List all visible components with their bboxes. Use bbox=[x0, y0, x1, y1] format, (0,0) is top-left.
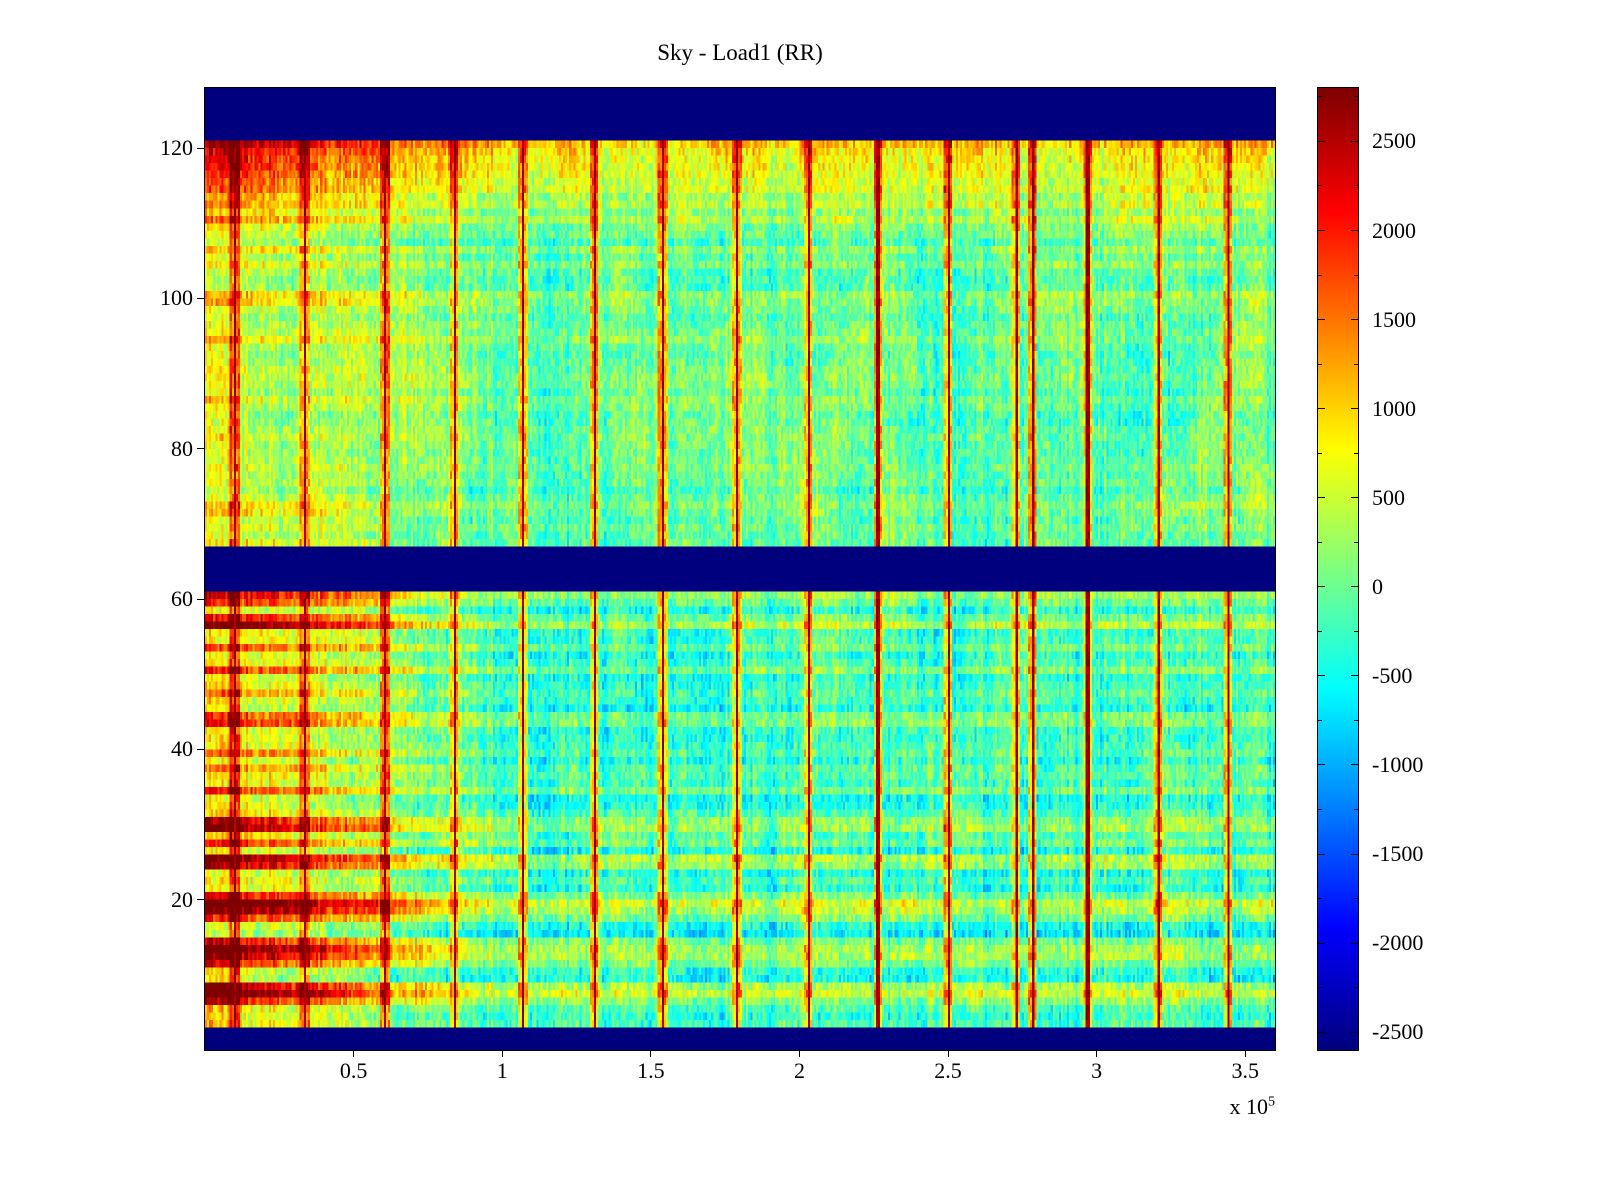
x-axis-exponent-value: 5 bbox=[1268, 1094, 1275, 1110]
colorbar-tick-label: -2500 bbox=[1372, 1019, 1424, 1045]
y-tick-mark bbox=[197, 748, 205, 750]
x-tick-label: 2.5 bbox=[934, 1058, 962, 1083]
plot-title: Sky - Load1 (RR) bbox=[657, 40, 823, 65]
x-tick-label: 3.5 bbox=[1231, 1058, 1260, 1083]
x-tick-label: 3 bbox=[1091, 1058, 1103, 1083]
y-tick-mark bbox=[197, 297, 205, 299]
y-tick-mark bbox=[197, 598, 205, 600]
x-tick-mark bbox=[650, 1050, 652, 1057]
colorbar-tick-label: -2000 bbox=[1372, 930, 1424, 956]
x-tick-label: 1 bbox=[496, 1058, 508, 1083]
colorbar-tick-label: 1000 bbox=[1372, 395, 1416, 421]
x-axis-exponent-prefix: x 10 bbox=[1229, 1094, 1269, 1119]
x-tick-mark bbox=[1244, 1050, 1246, 1057]
colorbar-tick-label: 2000 bbox=[1372, 217, 1416, 243]
colorbar-tick-label: -500 bbox=[1372, 662, 1413, 688]
y-tick-label: 80 bbox=[171, 435, 193, 461]
x-tick-mark bbox=[798, 1050, 800, 1057]
colorbar-tick-label: -1000 bbox=[1372, 751, 1424, 777]
colorbar-tick-label: 2500 bbox=[1372, 128, 1416, 154]
x-tick-label: 0.5 bbox=[339, 1058, 368, 1083]
y-tick-label: 100 bbox=[160, 285, 193, 311]
y-tick-label: 60 bbox=[171, 586, 193, 612]
x-tick-mark bbox=[1096, 1050, 1098, 1057]
y-tick-label: 120 bbox=[160, 135, 193, 161]
x-tick-mark bbox=[947, 1050, 949, 1057]
colorbar-tick-label: -1500 bbox=[1372, 841, 1424, 867]
colorbar-canvas bbox=[1317, 87, 1359, 1051]
y-tick-mark bbox=[197, 448, 205, 450]
x-tick-mark bbox=[353, 1050, 355, 1057]
heatmap-canvas bbox=[204, 87, 1276, 1051]
x-axis-exponent-label: x 105 bbox=[1185, 1094, 1276, 1120]
x-tick-label: 2 bbox=[793, 1058, 805, 1083]
colorbar-tick-label: 0 bbox=[1372, 573, 1383, 599]
colorbar-tick-label: 1500 bbox=[1372, 306, 1416, 332]
colorbar-tick-label: 500 bbox=[1372, 484, 1405, 510]
y-tick-label: 40 bbox=[171, 736, 193, 762]
y-tick-mark bbox=[197, 899, 205, 901]
y-tick-label: 20 bbox=[171, 886, 193, 912]
x-tick-mark bbox=[501, 1050, 503, 1057]
y-tick-mark bbox=[197, 147, 205, 149]
x-tick-label: 1.5 bbox=[637, 1058, 665, 1083]
